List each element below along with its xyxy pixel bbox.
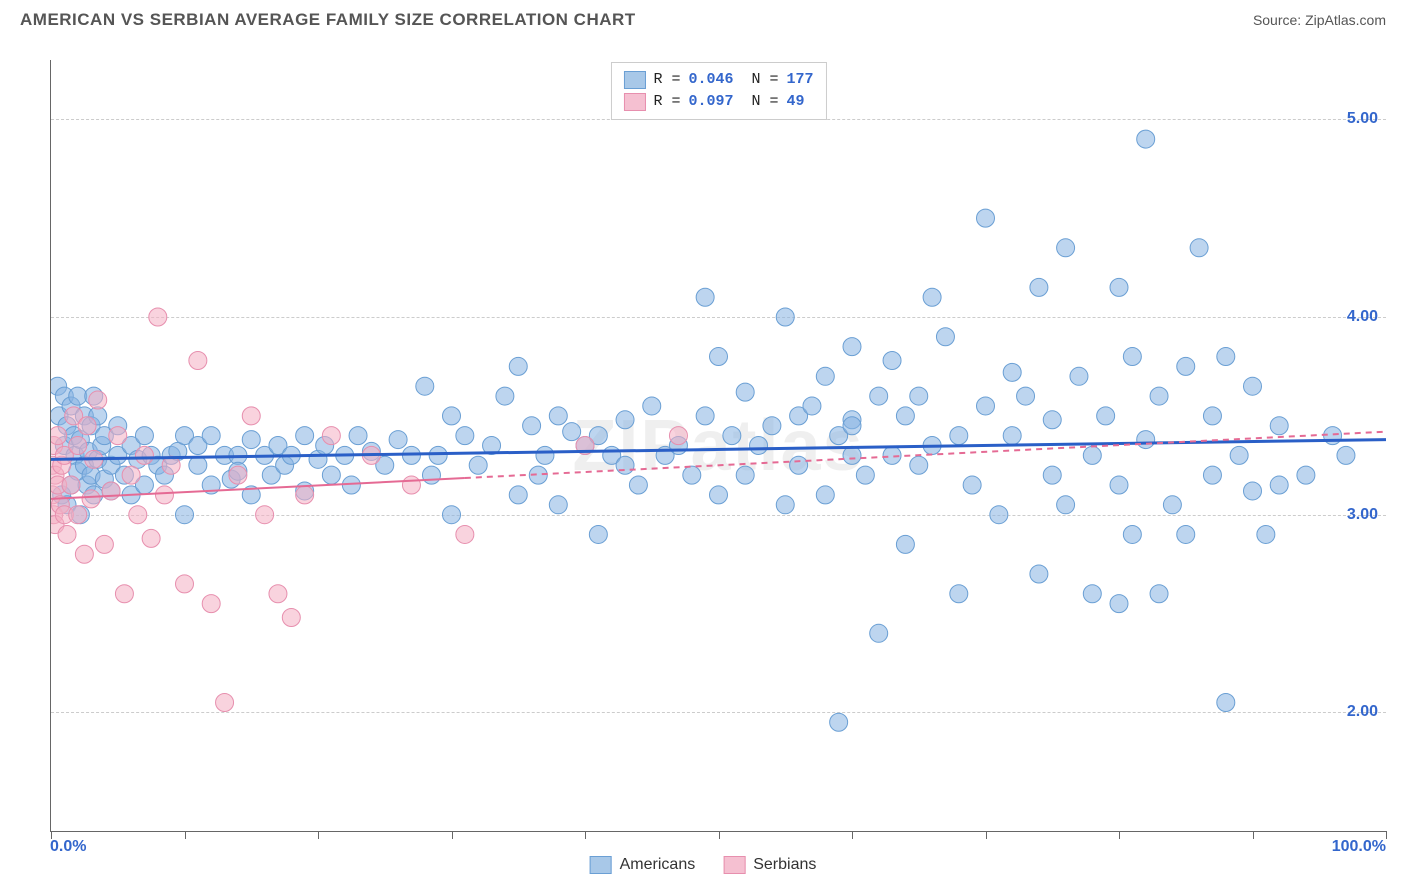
- legend-r-value: 0.097: [688, 91, 733, 113]
- legend-bottom-item: Serbians: [723, 856, 816, 874]
- legend-n-label: N =: [752, 91, 779, 113]
- legend-top-row: R = 0.046 N = 177: [623, 69, 813, 91]
- legend-series-label: Serbians: [753, 856, 816, 874]
- legend-r-value: 0.046: [688, 69, 733, 91]
- x-tick: [719, 831, 720, 839]
- x-tick: [185, 831, 186, 839]
- legend-n-label: N =: [752, 69, 779, 91]
- legend-n-value: 49: [787, 91, 805, 113]
- legend-swatch: [623, 71, 645, 89]
- x-tick: [1119, 831, 1120, 839]
- x-tick: [452, 831, 453, 839]
- legend-bottom: Americans Serbians: [590, 856, 817, 874]
- x-tick: [1253, 831, 1254, 839]
- legend-n-value: 177: [787, 69, 814, 91]
- x-axis-label-right: 100.0%: [1332, 838, 1386, 856]
- legend-r-label: R =: [653, 91, 680, 113]
- legend-swatch: [590, 856, 612, 874]
- legend-top: R = 0.046 N = 177 R = 0.097 N = 49: [610, 62, 826, 120]
- legend-r-label: R =: [653, 69, 680, 91]
- trend-line: [51, 478, 465, 499]
- trend-line: [51, 440, 1386, 460]
- legend-bottom-item: Americans: [590, 856, 696, 874]
- trend-lines-layer: [51, 60, 1386, 831]
- chart-title: AMERICAN VS SERBIAN AVERAGE FAMILY SIZE …: [20, 10, 636, 30]
- x-tick: [852, 831, 853, 839]
- x-axis-label-left: 0.0%: [50, 838, 86, 856]
- x-tick: [1386, 831, 1387, 839]
- legend-swatch: [623, 93, 645, 111]
- x-tick: [585, 831, 586, 839]
- x-tick: [986, 831, 987, 839]
- legend-swatch: [723, 856, 745, 874]
- chart-source: Source: ZipAtlas.com: [1253, 12, 1386, 28]
- legend-top-row: R = 0.097 N = 49: [623, 91, 813, 113]
- legend-series-label: Americans: [620, 856, 696, 874]
- x-tick: [318, 831, 319, 839]
- chart-container: Average Family Size ZIPatlas R =0.046N =…: [0, 40, 1406, 892]
- trend-line-dashed: [465, 432, 1386, 478]
- plot-area: ZIPatlas R =0.046N =177R =0.097N = 49 2.…: [50, 60, 1386, 832]
